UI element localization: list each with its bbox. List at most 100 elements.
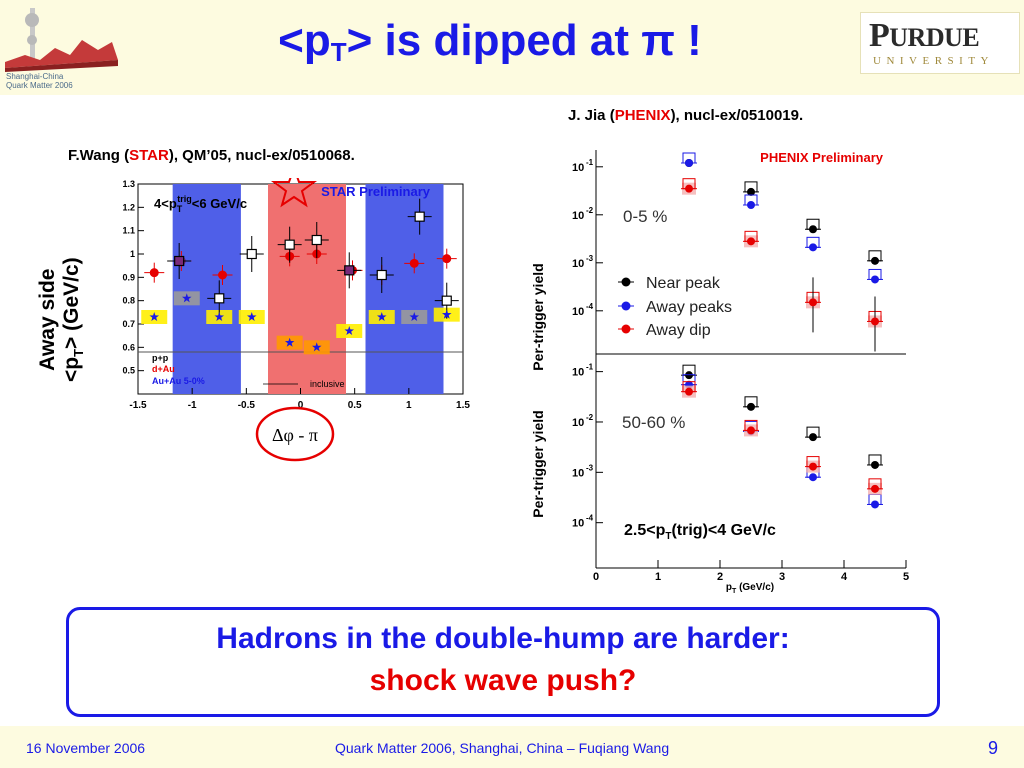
away-peak-point <box>871 500 879 509</box>
slide-header: Shanghai-China Quark Matter 2006 <pT> is… <box>0 0 1024 95</box>
conclusion-line2: shock wave push? <box>369 664 637 697</box>
phenix-yield-plot: 10 -110 -210 -310 -410 -110 -210 -310 -40 1 2 3 4 5 P… <box>530 150 909 595</box>
phenix-y-tick-exp: -2 <box>586 206 594 215</box>
pp-point <box>441 295 452 306</box>
auau-point <box>247 312 257 321</box>
phenix-ylabel-bottom: Per-trigger yield <box>530 410 546 517</box>
star-x-tick-label: 1.5 <box>456 400 470 411</box>
star-reference: F.Wang (STAR), QM’05, nucl-ex/0510068. <box>68 147 355 164</box>
dau-point <box>409 258 419 268</box>
phenix-y-tick-exp: -4 <box>586 302 594 311</box>
away-dip-point <box>871 317 879 326</box>
footer-date: 16 November 2006 <box>26 740 146 756</box>
near-peak-point <box>871 256 879 265</box>
xlabel-highlight-circle <box>255 406 335 462</box>
pp-point <box>214 293 225 304</box>
pp-point <box>344 265 355 276</box>
away-dip-point <box>809 298 817 307</box>
pp-point <box>284 239 295 250</box>
star-y-tick-label: 0.9 <box>122 272 135 282</box>
auau-point <box>409 312 419 321</box>
auau-point <box>344 326 354 335</box>
star-x-tick-label: -1.5 <box>129 400 147 411</box>
star-x-tick-label: 0 <box>298 400 304 411</box>
auau-point <box>377 312 387 321</box>
pp-point <box>311 234 322 246</box>
star-x-tick-label: 1 <box>406 400 412 411</box>
phenix-xlabel: pT (GeV/c) <box>726 582 774 595</box>
purdue-logo: PURDUE UNIVERSITY <box>860 12 1020 74</box>
away-peak-point <box>747 201 755 210</box>
auau-point <box>312 342 322 352</box>
phenix-reference: J. Jia (PHENIX), nucl-ex/0510019. <box>568 107 804 124</box>
star-xlabel: Δφ - π <box>272 425 318 445</box>
auau-point <box>149 312 159 321</box>
dau-point <box>218 270 227 280</box>
near-peak-point <box>809 433 817 442</box>
legend-dip: Away dip <box>646 322 711 339</box>
phenix-y-tick-label: 10 <box>572 518 584 530</box>
star-y-tick-label: 0.7 <box>122 319 135 329</box>
star-ylabel: Away side <pT> (GeV/c) <box>36 257 87 382</box>
auau-point <box>214 312 224 321</box>
dau-point <box>149 268 159 278</box>
away-dip-point <box>871 484 879 493</box>
away-peak-point <box>809 473 817 482</box>
away-peak-point <box>871 275 879 284</box>
phenix-x-tick-label: 5 <box>903 571 909 583</box>
band-right-blue <box>365 184 444 394</box>
phenix-y-tick-exp: -3 <box>586 463 594 472</box>
phenix-y-tick-label: 10 <box>572 306 584 318</box>
away-dip-point <box>747 426 755 435</box>
phenix-y-tick-exp: -2 <box>586 413 594 422</box>
phenix-y-tick-label: 10 <box>572 258 584 270</box>
dau-point <box>442 254 452 264</box>
phenix-y-tick-exp: -4 <box>586 514 594 523</box>
star-preliminary-label: STAR Preliminary <box>321 184 431 199</box>
away-peak-point <box>685 158 693 167</box>
legend-inclusive: inclusive <box>310 379 345 389</box>
purdue-logo-name: PURDUE <box>869 17 980 54</box>
away-dip-point <box>685 387 693 396</box>
centrality-top-label: 0-5 % <box>623 207 667 226</box>
star-y-tick-label: 0.8 <box>122 296 135 306</box>
star-y-tick-label: 1.3 <box>122 179 135 189</box>
star-y-tick-label: 1.2 <box>122 202 135 212</box>
star-trigger-range-label: 4<pTtrig<6 GeV/c <box>154 194 247 214</box>
auau-point <box>284 337 295 347</box>
auau-point <box>442 309 452 319</box>
phenix-x-tick-label: 2 <box>717 571 723 583</box>
quark-matter-logo-text: Shanghai-China Quark Matter 2006 <box>6 72 73 90</box>
trigger-range-label: 2.5<pT(trig)<4 GeV/c <box>624 522 776 542</box>
away-dip-point <box>747 237 755 246</box>
centrality-bottom-label: 50-60 % <box>622 413 685 432</box>
purdue-logo-university: UNIVERSITY <box>873 55 994 67</box>
phenix-preliminary-label: PHENIX Preliminary <box>760 150 884 165</box>
star-y-tick-label: 0.5 <box>122 366 135 376</box>
phenix-y-tick-label: 10 <box>572 417 584 429</box>
slide-number: 9 <box>988 738 999 758</box>
phenix-x-tick-label: 4 <box>841 571 848 583</box>
pp-point <box>414 211 425 222</box>
near-peak-point <box>871 460 879 469</box>
star-icon <box>271 178 317 208</box>
star-y-tick-label: 0.6 <box>122 342 135 352</box>
star-x-tick-label: 0.5 <box>348 400 362 411</box>
pp-point <box>246 248 257 260</box>
star-y-tick-label: 1.1 <box>122 226 135 236</box>
near-peak-point <box>809 225 817 234</box>
phenix-y-tick-label: 10 <box>572 210 584 222</box>
phenix-y-tick-label: 10 <box>572 467 584 479</box>
star-x-tick-label: -1 <box>188 400 197 411</box>
conclusion-box: Hadrons in the double-hump are harder: s… <box>66 607 940 717</box>
phenix-y-tick-label: 10 <box>572 162 584 174</box>
away-peak-point <box>809 243 817 252</box>
away-dip-point <box>809 462 817 471</box>
slide-footer: 16 November 2006 Quark Matter 2006, Shan… <box>0 726 1024 768</box>
great-wall-logo-icon <box>5 8 118 72</box>
near-peak-point <box>747 402 755 411</box>
phenix-y-tick-exp: -3 <box>586 254 594 263</box>
star-mean-pt-plot: 0.5 0.6 0.7 0.8 0.9 1 1.1 1.2 1.3 -1.5 -1 -0.5 0 0.5 1… <box>122 178 470 462</box>
band-left-blue <box>172 184 241 394</box>
legend-dau: d+Au <box>152 364 175 374</box>
